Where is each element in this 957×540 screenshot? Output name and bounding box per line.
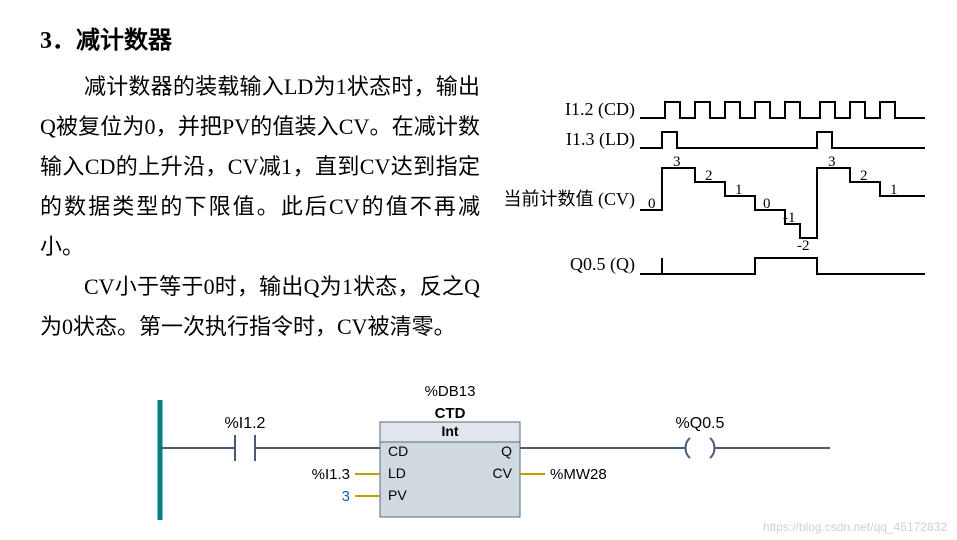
paragraph-1: 减计数器的装载输入LD为1状态时，输出Q被复位为0，并把PV的值装入CV。在减计… <box>40 67 480 267</box>
section-title: 3．减计数器 <box>40 20 917 55</box>
timing-diagram: 0 3 2 1 0 -1 -2 3 2 1 I1.2 (CD) I1.3 (LD… <box>490 90 940 280</box>
pin-pv: PV <box>388 487 407 503</box>
cv-waveform <box>640 168 925 238</box>
pin-ld: LD <box>388 465 406 481</box>
cv-val-0: 0 <box>648 196 656 212</box>
pin-cv: CV <box>493 465 513 481</box>
contact-label: %I1.2 <box>225 415 266 432</box>
cv-val-6: -2 <box>797 238 810 254</box>
cv-val-4: 0 <box>763 196 771 212</box>
paragraph-2: CV小于等于0时，输出Q为1状态，反之Q为0状态。第一次执行指令时，CV被清零。 <box>40 267 480 347</box>
block-title-1: CTD <box>435 405 466 422</box>
pin-q: Q <box>501 443 512 459</box>
db-label: %DB13 <box>425 383 476 400</box>
cv-val-1: 3 <box>673 154 681 170</box>
label-cd: I1.2 (CD) <box>565 99 635 120</box>
block-title-2: Int <box>441 423 458 439</box>
cv-val-8: 2 <box>860 168 868 184</box>
pv-val: 3 <box>342 488 350 505</box>
ladder-diagram: %I1.2 %DB13 CTD Int CD LD PV Q CV %I1.3 … <box>150 380 850 520</box>
pin-cd: CD <box>388 443 408 459</box>
coil-label: %Q0.5 <box>676 415 725 432</box>
label-cv: 当前计数值 (CV) <box>504 189 636 210</box>
ld-addr: %I1.3 <box>312 466 350 483</box>
cv-val-3: 1 <box>735 182 743 198</box>
label-q: Q0.5 (Q) <box>570 254 635 275</box>
cv-val-7: 3 <box>828 154 836 170</box>
cd-waveform <box>640 102 925 118</box>
watermark: https://blog.csdn.net/qq_45172832 <box>763 520 947 534</box>
cv-addr: %MW28 <box>550 466 607 483</box>
cv-val-9: 1 <box>890 182 898 198</box>
cv-val-2: 2 <box>705 168 713 184</box>
body-text: 减计数器的装载输入LD为1状态时，输出Q被复位为0，并把PV的值装入CV。在减计… <box>40 67 480 347</box>
cv-val-5: -1 <box>783 210 796 226</box>
contact-i1-2 <box>228 435 262 461</box>
q-waveform <box>640 258 925 274</box>
label-ld: I1.3 (LD) <box>566 129 635 150</box>
ld-waveform <box>640 132 925 148</box>
coil-q0-5 <box>678 438 722 458</box>
